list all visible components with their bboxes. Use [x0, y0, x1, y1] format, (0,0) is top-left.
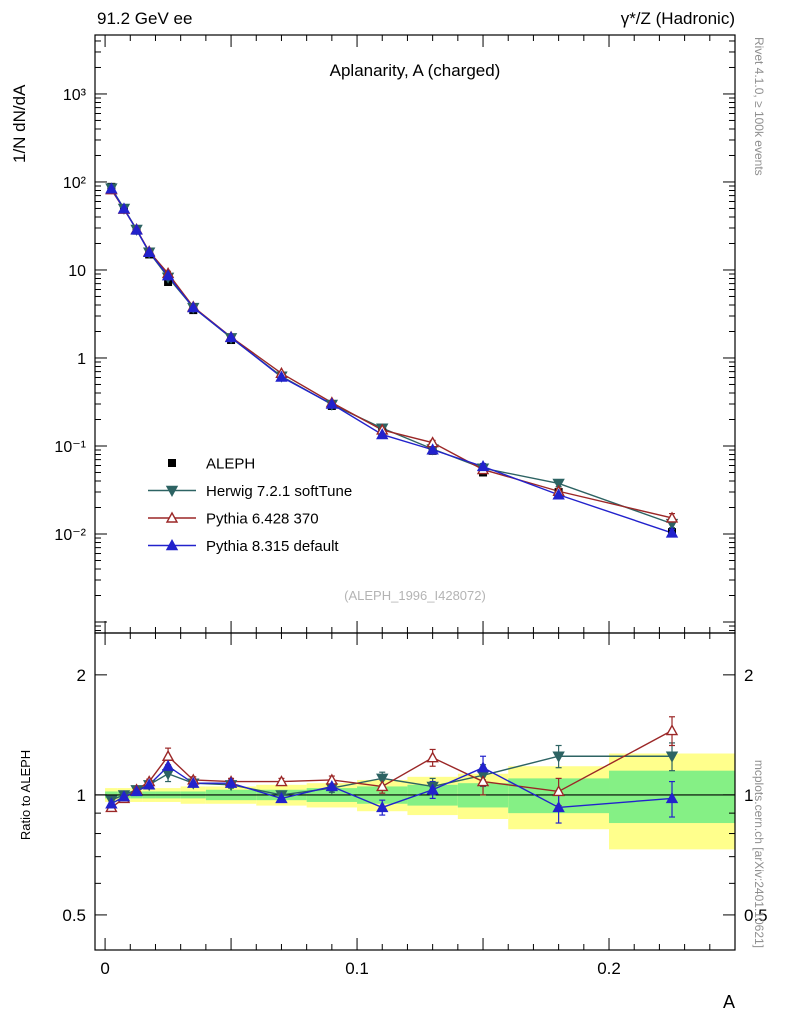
rivet-version-note: Rivet 4.1.0, ≥ 100k events: [752, 37, 766, 176]
main-series-marker: [376, 428, 389, 440]
y-tick-label: 10⁻²: [54, 527, 86, 544]
ratio-tick-label-right: 0.5: [744, 906, 768, 925]
ratio-series-marker: [130, 785, 143, 797]
x-tick-label: 0: [100, 959, 109, 978]
ratio-series-marker: [426, 751, 439, 763]
ratio-series-marker: [552, 751, 565, 763]
main-series-marker: [142, 245, 156, 257]
ratio-series-marker: [224, 776, 238, 788]
y-tick-label: 10²: [63, 175, 87, 192]
ratio-series-marker: [187, 776, 200, 788]
ratio-series-marker: [552, 801, 565, 813]
ratio-axis-title: Ratio to ALEPH: [18, 750, 33, 840]
ratio-series-marker: [476, 775, 490, 787]
main-series-marker: [552, 478, 565, 490]
main-series-line: [110, 189, 673, 519]
main-series-marker: [552, 488, 565, 500]
ratio-panel-series: [105, 716, 679, 824]
ratio-series-marker: [376, 801, 389, 813]
main-series-marker: [476, 460, 490, 472]
ratio-series-marker: [665, 724, 679, 736]
main-series-line: [110, 188, 673, 534]
legend-label: Herwig 7.2.1 softTune: [206, 483, 352, 500]
ratio-series-marker: [275, 791, 288, 804]
legend-label: Pythia 8.315 default: [206, 538, 339, 555]
legend-label: Pythia 6.428 370: [206, 511, 319, 528]
header-beam-energy: 91.2 GeV ee: [97, 9, 192, 28]
axis-tick-labels: 10³ 10² 10 1 10⁻¹ 10⁻² 2 2 1 1 0.5 0.5 0 0.1 0.2: [54, 87, 767, 978]
legend-label: ALEPH: [206, 456, 255, 473]
y-tick-label: 10³: [63, 87, 87, 104]
y-tick-label: 10⁻¹: [54, 439, 86, 456]
x-tick-label: 0.1: [345, 959, 369, 978]
legend-marker: [165, 539, 179, 551]
ratio-series-marker: [325, 779, 339, 792]
main-series-line: [110, 187, 673, 525]
ratio-tick-label: 0.5: [62, 906, 86, 925]
main-series-marker: [130, 223, 143, 235]
ratio-series-marker: [105, 797, 118, 809]
ratio-series-marker: [376, 773, 389, 785]
axis-ticks: [95, 35, 736, 950]
main-panel-series: [105, 182, 679, 538]
ratio-series-marker: [426, 783, 439, 795]
ratio-series-marker: [117, 790, 131, 802]
ratio-series-marker: [552, 785, 565, 797]
ratio-series-marker: [275, 775, 288, 787]
legend: ALEPH Herwig 7.2.1 softTune Pythia 6.428 3…: [148, 456, 352, 555]
ratio-series-marker: [161, 769, 175, 781]
legend-marker: [168, 459, 176, 467]
main-series-marker: [224, 330, 238, 343]
ratio-series-marker: [376, 779, 389, 792]
main-series-marker: [325, 397, 339, 409]
ratio-tick-label: 2: [77, 666, 86, 685]
main-series-marker: [665, 526, 679, 538]
main-series-marker: [117, 202, 131, 214]
ratio-series-marker: [161, 759, 175, 771]
main-series-marker: [161, 269, 175, 281]
legend-marker: [165, 511, 179, 523]
main-series-marker: [105, 182, 118, 194]
header-process: γ*/Z (Hadronic): [621, 9, 735, 28]
y-tick-label: 10: [68, 263, 86, 280]
ratio-tick-label: 1: [77, 786, 86, 805]
ratio-tick-label-right: 2: [744, 666, 753, 685]
main-plot-frame: [94, 34, 736, 634]
plot-title: Aplanarity, A (charged): [330, 61, 501, 80]
ratio-series-marker: [161, 749, 175, 761]
ratio-plot-frame: [94, 632, 736, 951]
x-axis-title: A: [723, 992, 735, 1012]
ratio-series-marker: [665, 751, 679, 763]
legend-marker: [165, 485, 179, 497]
main-series-marker: [665, 511, 679, 523]
mcplots-attribution-note: mcplots.cern.ch [arXiv:2401.10621]: [752, 760, 766, 948]
ratio-series-marker: [142, 778, 156, 790]
ratio-series-marker: [476, 761, 490, 773]
ratio-tick-label-right: 1: [744, 786, 753, 805]
y-axis-title: 1/N dN/dA: [10, 84, 29, 163]
x-tick-label: 0.2: [597, 959, 621, 978]
y-tick-label: 1: [77, 351, 86, 368]
analysis-watermark: (ALEPH_1996_I428072): [344, 588, 486, 603]
ratio-series-marker: [665, 791, 679, 804]
main-series-marker: [426, 443, 439, 455]
main-series-marker: [187, 301, 200, 313]
main-series-marker: [275, 370, 288, 382]
